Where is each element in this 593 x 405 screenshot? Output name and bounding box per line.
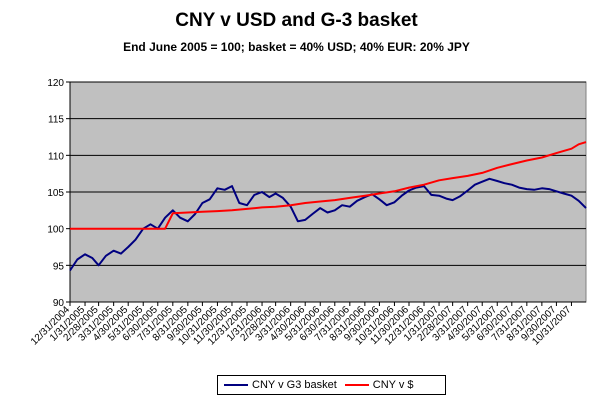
series-line-1 [70,141,587,230]
y-tick-label-0: 90 [53,298,65,309]
legend: CNY v G3 basket CNY v $ [217,375,446,395]
y-tick-label-6: 120 [47,78,64,89]
y-tick-label-5: 115 [48,115,64,126]
legend-swatch-usd [344,384,369,386]
series-lines [69,141,587,272]
y-tick-label-2: 100 [47,225,64,236]
legend-label-basket: CNY v G3 basket [252,379,337,391]
series-line-0 [69,177,587,272]
legend-label-usd: CNY v $ [372,379,414,391]
x-axis-ticks: 12/31/20041/31/20052/28/20053/31/20054/3… [29,301,586,348]
y-axis-ticks: 90 95 100 105 110 115 120 [47,78,71,309]
legend-item-basket: CNY v G3 basket [224,379,337,391]
chart-title: CNY v USD and G-3 basket [175,10,418,31]
y-tick-label-1: 95 [53,261,65,272]
y-tick-label-3: 105 [47,188,64,199]
legend-item-usd: CNY v $ [344,379,414,391]
y-tick-label-4: 110 [48,151,64,162]
legend-swatch-basket [224,384,248,386]
chart-subtitle: End June 2005 = 100; basket = 40% USD; 4… [123,40,470,54]
